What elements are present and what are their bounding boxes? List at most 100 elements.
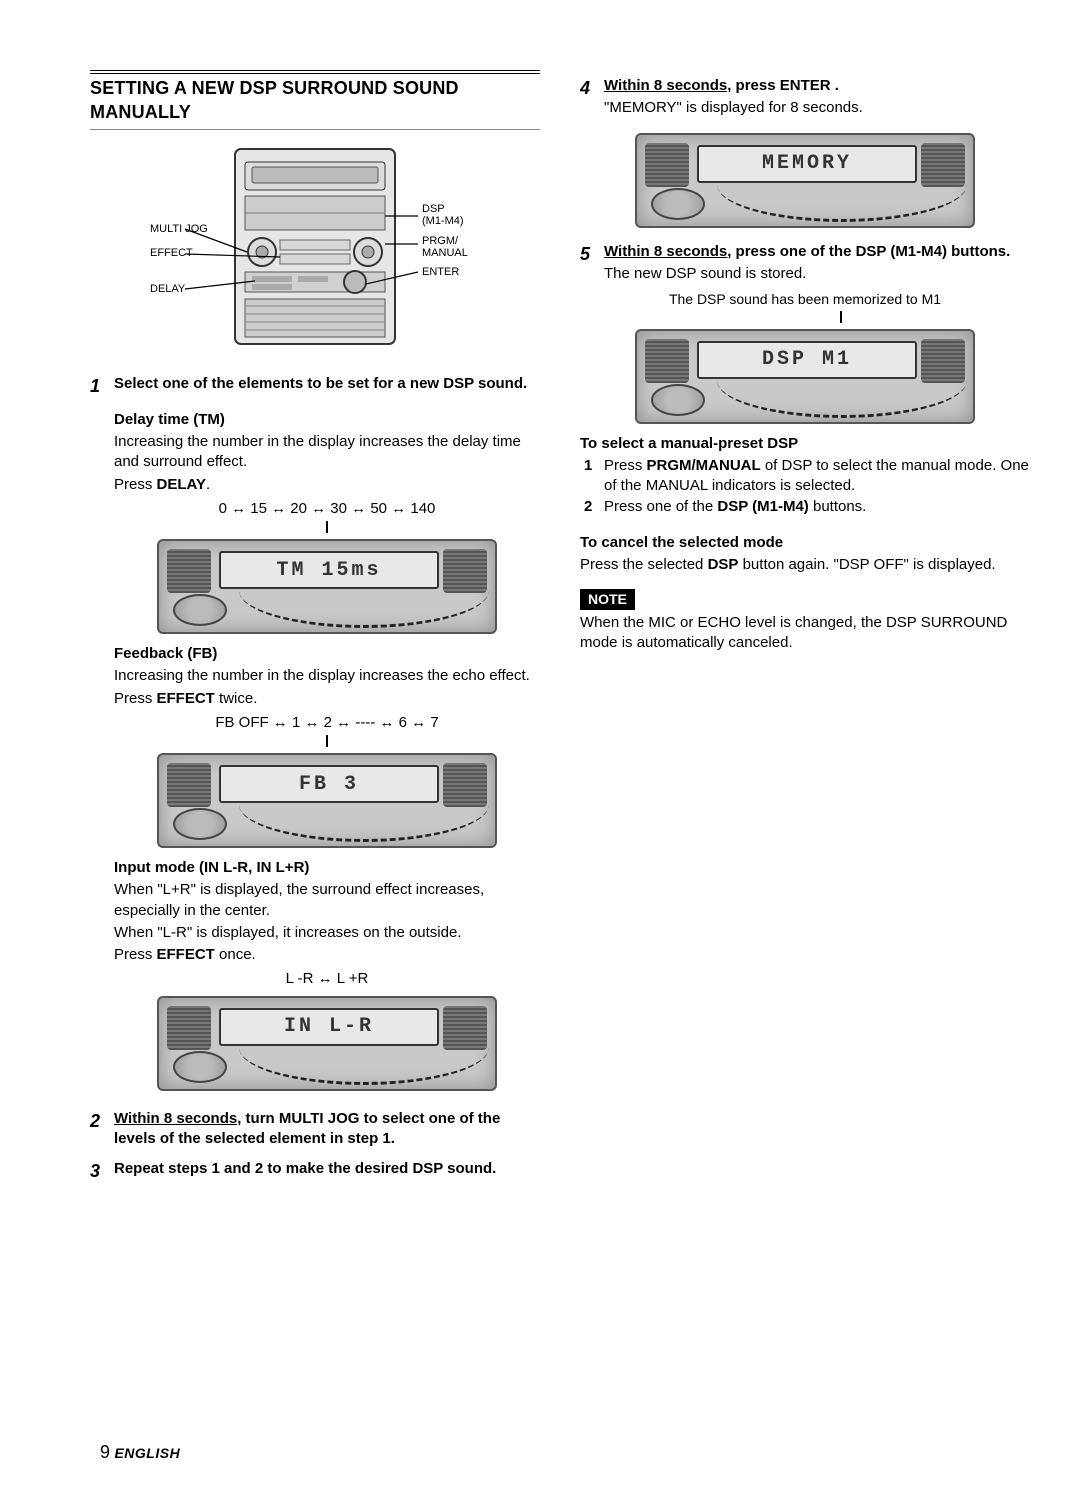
input-heading: Input mode (IN L-R, IN L+R) (114, 858, 540, 878)
step-4-number: 4 (580, 76, 598, 119)
select-item-2: 2 Press one of the DSP (M1-M4) buttons. (584, 497, 1030, 517)
list-num-2: 2 (584, 497, 598, 517)
lcd-dsp-screen: DSP M1 (697, 341, 917, 379)
input-sequence: L -R ↔ L +R (114, 969, 540, 989)
step-4-heading: Within 8 seconds, press ENTER . (604, 76, 1030, 96)
title-band: SETTING A NEW DSP SURROUND SOUND MANUALL… (90, 70, 540, 130)
left-column: SETTING A NEW DSP SURROUND SOUND MANUALL… (90, 70, 540, 1183)
lcd-knob-right (443, 1006, 487, 1050)
step-4-desc: "MEMORY" is displayed for 8 seconds. (604, 98, 1030, 118)
page-title: SETTING A NEW DSP SURROUND SOUND MANUALL… (90, 76, 540, 125)
feedback-sequence: FB OFF ↔ 1 ↔ 2 ↔ ---- ↔ 6 ↔ 7 (114, 713, 540, 733)
pointer-line-2 (326, 735, 328, 747)
step-2: 2 Within 8 seconds, turn MULTI JOG to se… (90, 1109, 540, 1150)
select-item-1-text: Press PRGM/MANUAL of DSP to select the m… (604, 456, 1030, 497)
step-1-number: 1 (90, 374, 108, 398)
label-prgm1: PRGM/ (422, 235, 459, 247)
lcd-knob-left (167, 763, 211, 807)
lcd-jog (651, 188, 705, 220)
lcd-knob-right (921, 339, 965, 383)
lcd-feedback: FB 3 (157, 753, 497, 848)
step-5-number: 5 (580, 242, 598, 285)
page-footer: 9 ENGLISH (100, 1440, 180, 1465)
select-item-2-text: Press one of the DSP (M1-M4) buttons. (604, 497, 866, 517)
lcd-input-screen: IN L-R (219, 1008, 439, 1046)
label-dsp1: DSP (422, 203, 445, 215)
device-illustration: MULTI JOG EFFECT DELAY DSP (M1-M4) PRGM/… (150, 144, 480, 354)
lcd-knob-right (443, 549, 487, 593)
note-text: When the MIC or ECHO level is changed, t… (580, 613, 1030, 654)
label-delay: DELAY (150, 283, 186, 295)
step-5: 5 Within 8 seconds, press one of the DSP… (580, 242, 1030, 285)
select-item-1: 1 Press PRGM/MANUAL of DSP to select the… (584, 456, 1030, 497)
lcd-arc (717, 182, 967, 222)
lcd-arc (239, 802, 489, 842)
label-effect: EFFECT (150, 247, 193, 259)
right-column: 4 Within 8 seconds, press ENTER . "MEMOR… (580, 70, 1030, 1183)
label-dsp2: (M1-M4) (422, 215, 464, 227)
lcd-delay-screen: TM 15ms (219, 551, 439, 589)
step-3: 3 Repeat steps 1 and 2 to make the desir… (90, 1159, 540, 1183)
cancel-text: Press the selected DSP button again. "DS… (580, 555, 1030, 575)
lcd-input: IN L-R (157, 996, 497, 1091)
step-5-callout: The DSP sound has been memorized to M1 (580, 290, 1030, 309)
lcd-knob-left (167, 549, 211, 593)
input-desc1: When "L+R" is displayed, the surround ef… (114, 880, 540, 921)
lcd-jog (651, 384, 705, 416)
pointer-line (326, 521, 328, 533)
step-3-number: 3 (90, 1159, 108, 1183)
lcd-feedback-screen: FB 3 (219, 765, 439, 803)
step-5-rest: press one of the DSP (M1-M4) buttons. (731, 243, 1010, 260)
step-2-number: 2 (90, 1109, 108, 1150)
lcd-knob-left (167, 1006, 211, 1050)
lcd-jog (173, 1051, 227, 1083)
lcd-arc (239, 588, 489, 628)
lcd-arc (717, 378, 967, 418)
lcd-jog (173, 594, 227, 626)
label-multi-jog: MULTI JOG (150, 223, 208, 235)
step-5-heading: Within 8 seconds, press one of the DSP (… (604, 242, 1030, 262)
delay-sequence: 0 ↔ 15 ↔ 20 ↔ 30 ↔ 50 ↔ 140 (114, 499, 540, 519)
lcd-jog (173, 808, 227, 840)
lcd-knob-left (645, 143, 689, 187)
page-number: 9 (100, 1442, 110, 1462)
label-prgm2: MANUAL (422, 247, 468, 259)
lcd-knob-left (645, 339, 689, 383)
step-4-rest: press ENTER . (731, 77, 839, 94)
note-badge: NOTE (580, 589, 635, 610)
lcd-knob-right (443, 763, 487, 807)
step-3-heading: Repeat steps 1 and 2 to make the desired… (114, 1160, 496, 1177)
device-figure: MULTI JOG EFFECT DELAY DSP (M1-M4) PRGM/… (90, 144, 540, 354)
select-heading: To select a manual-preset DSP (580, 434, 1030, 454)
select-list: 1 Press PRGM/MANUAL of DSP to select the… (580, 456, 1030, 517)
feedback-press: Press EFFECT twice. (114, 689, 540, 709)
label-enter: ENTER (422, 266, 459, 278)
list-num-1: 1 (584, 456, 598, 497)
cancel-heading: To cancel the selected mode (580, 533, 1030, 553)
step-2-underline: Within 8 seconds, (114, 1110, 241, 1127)
step-5-desc: The new DSP sound is stored. (604, 264, 1030, 284)
page-language: ENGLISH (114, 1445, 180, 1461)
input-press: Press EFFECT once. (114, 945, 540, 965)
feedback-section: Feedback (FB) Increasing the number in t… (90, 644, 540, 848)
delay-desc: Increasing the number in the display inc… (114, 432, 540, 473)
delay-section: Delay time (TM) Increasing the number in… (90, 410, 540, 634)
delay-heading: Delay time (TM) (114, 410, 540, 430)
page-root: SETTING A NEW DSP SURROUND SOUND MANUALL… (90, 70, 1030, 1183)
feedback-desc: Increasing the number in the display inc… (114, 666, 540, 686)
lcd-memory-screen: MEMORY (697, 145, 917, 183)
step-2-heading: Within 8 seconds, turn MULTI JOG to sele… (114, 1109, 540, 1150)
lcd-memory: MEMORY (635, 133, 975, 228)
step-1-heading: Select one of the elements to be set for… (114, 375, 527, 392)
step-4-underline: Within 8 seconds, (604, 77, 731, 94)
input-desc2: When "L-R" is displayed, it increases on… (114, 923, 540, 943)
lcd-dsp: DSP M1 (635, 329, 975, 424)
step-5-underline: Within 8 seconds, (604, 243, 731, 260)
step-4: 4 Within 8 seconds, press ENTER . "MEMOR… (580, 76, 1030, 119)
lcd-knob-right (921, 143, 965, 187)
lcd-arc (239, 1045, 489, 1085)
lcd-delay: TM 15ms (157, 539, 497, 634)
pointer-line-4 (840, 311, 842, 323)
input-section: Input mode (IN L-R, IN L+R) When "L+R" i… (90, 858, 540, 1091)
delay-press: Press DELAY. (114, 475, 540, 495)
